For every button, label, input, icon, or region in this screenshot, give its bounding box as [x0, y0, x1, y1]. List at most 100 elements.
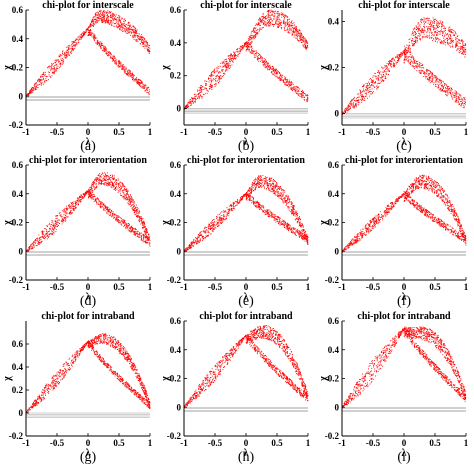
scatter-point [42, 234, 44, 236]
scatter-point [96, 42, 98, 44]
scatter-point [412, 57, 414, 59]
scatter-point [288, 32, 290, 34]
scatter-point [147, 236, 149, 238]
scatter-point [365, 95, 366, 97]
scatter-point [252, 30, 254, 32]
scatter-point [210, 73, 212, 75]
scatter-point [124, 69, 126, 71]
scatter-point [408, 50, 410, 52]
scatter-point [306, 94, 308, 96]
scatter-point [289, 83, 291, 85]
scatter-point [200, 86, 202, 88]
scatter-point [289, 32, 291, 34]
scatter-point [447, 93, 449, 95]
scatter-point [54, 70, 56, 72]
scatter-point [408, 39, 410, 40]
scatter-point [87, 34, 89, 36]
scatter-point [380, 82, 382, 84]
scatter-point [48, 230, 50, 232]
scatter-point [129, 71, 131, 73]
scatter-point [434, 31, 436, 33]
scatter-point [431, 37, 432, 39]
scatter-point [280, 78, 282, 79]
scatter-point [128, 195, 130, 197]
scatter-point [453, 96, 455, 98]
scatter-point [71, 49, 73, 51]
scatter-point [48, 72, 50, 73]
scatter-point [354, 106, 355, 108]
scatter-point [31, 90, 33, 92]
scatter-point [33, 89, 34, 91]
scatter-point [67, 216, 69, 218]
scatter-point [142, 84, 144, 86]
scatter-point [136, 77, 138, 79]
scatter-point [447, 86, 449, 87]
scatter-point [62, 219, 64, 221]
scatter-point [392, 64, 394, 66]
scatter-point [81, 194, 83, 196]
scatter-point [432, 75, 434, 77]
scatter-point [110, 16, 112, 18]
scatter-point [63, 58, 65, 60]
scatter-point [35, 245, 37, 247]
scatter-point [221, 69, 223, 71]
scatter-point [61, 64, 63, 65]
scatter-point [225, 61, 227, 63]
scatter-point [271, 72, 273, 74]
scatter-point [144, 85, 146, 87]
scatter-point [288, 24, 290, 26]
scatter-point [190, 104, 191, 106]
scatter-point [404, 52, 406, 54]
scatter-point [140, 36, 142, 38]
scatter-point [262, 19, 264, 21]
scatter-point [94, 14, 96, 16]
scatter-point [433, 21, 435, 23]
scatter-point [101, 17, 103, 19]
scatter-point [455, 42, 457, 44]
x-axis-label: λ [244, 137, 249, 148]
scatter-point [429, 79, 431, 81]
scatter-point [258, 54, 260, 56]
scatter-point [366, 94, 368, 96]
scatter-point [268, 66, 270, 68]
scatter-point [268, 10, 270, 12]
scatter-point [304, 42, 306, 44]
scatter-point [440, 30, 442, 32]
scatter-point [91, 23, 93, 25]
scatter-point [139, 82, 141, 84]
scatter-point [65, 207, 67, 209]
scatter-point [246, 46, 248, 48]
scatter-point [277, 16, 279, 18]
scatter-point [403, 62, 405, 64]
scatter-point [48, 235, 50, 237]
scatter-point [107, 50, 109, 52]
scatter-point [299, 88, 301, 90]
scatter-point [384, 65, 386, 67]
scatter-point [429, 28, 431, 30]
scatter-point [278, 19, 280, 21]
scatter-point [448, 27, 450, 29]
scatter-point [302, 38, 304, 40]
scatter-point [200, 88, 202, 90]
scatter-point [46, 230, 47, 232]
scatter-point [283, 21, 285, 23]
scatter-point [102, 14, 104, 16]
scatter-point [375, 76, 377, 78]
scatter-point [404, 53, 406, 55]
scatter-point [49, 76, 51, 78]
scatter-point [128, 200, 129, 202]
scatter-point [300, 93, 302, 95]
scatter-point [50, 67, 52, 69]
scatter-point [102, 178, 104, 180]
scatter-point [342, 113, 344, 115]
scatter-point [67, 213, 69, 215]
scatter-point [392, 58, 394, 60]
scatter-point [293, 27, 295, 29]
scatter-point [49, 228, 51, 230]
scatter-point [129, 26, 130, 28]
scatter-point [117, 61, 119, 63]
scatter-point [267, 11, 269, 13]
scatter-point [111, 17, 113, 18]
scatter-point [239, 47, 241, 49]
scatter-point [128, 24, 130, 26]
